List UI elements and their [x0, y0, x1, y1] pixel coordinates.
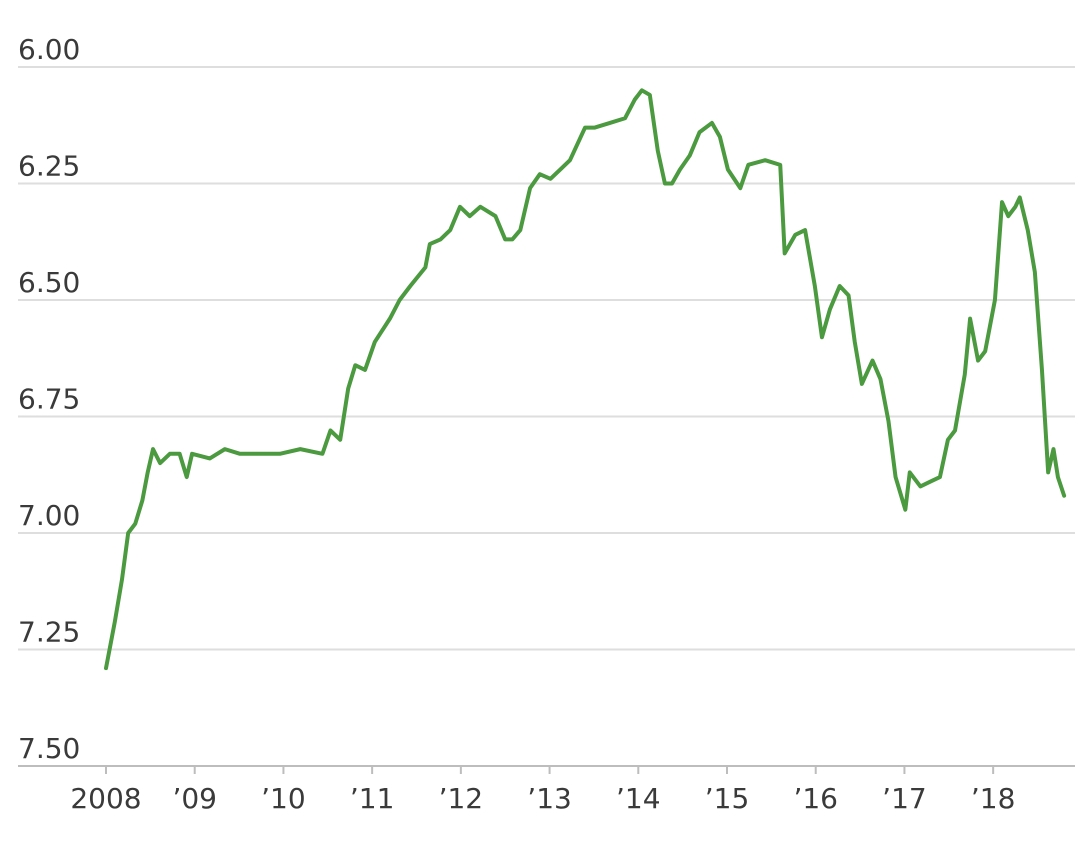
line-series: [104, 88, 1067, 671]
x-tick-label: ’13: [527, 782, 572, 815]
x-tick-label: ’18: [971, 782, 1016, 815]
x-tick-label: ’09: [172, 782, 217, 815]
x-tick-label: 2008: [70, 782, 141, 815]
x-tick-label: ’11: [350, 782, 395, 815]
y-tick-label: 6.00: [18, 33, 80, 66]
x-tick-label: ’15: [705, 782, 750, 815]
x-tick-label: ’10: [261, 782, 306, 815]
x-tick-label: ’12: [439, 782, 484, 815]
y-tick-label: 6.75: [18, 383, 80, 416]
x-tick-label: ’16: [793, 782, 838, 815]
y-tick-label: 7.00: [18, 499, 80, 532]
y-tick-label: 6.25: [18, 150, 80, 183]
y-tick-label: 7.25: [18, 616, 80, 649]
x-tick-label: ’14: [616, 782, 661, 815]
y-tick-label: 6.50: [18, 266, 80, 299]
y-tick-label: 7.50: [18, 732, 80, 765]
x-tick-label: ’17: [882, 782, 927, 815]
